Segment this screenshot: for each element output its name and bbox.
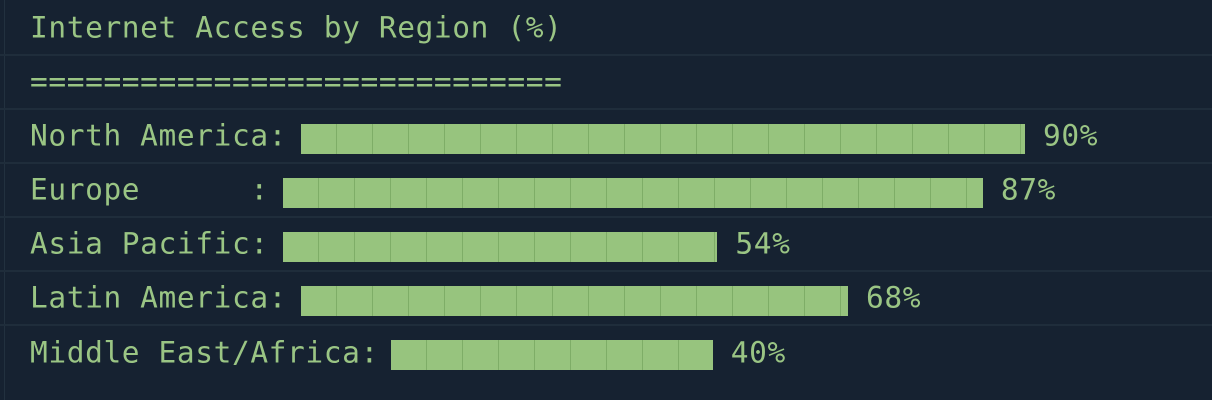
bar <box>301 286 849 316</box>
chart-title: Internet Access by Region (%) <box>30 10 563 45</box>
row-label: Asia Pacific: <box>30 226 269 261</box>
bar <box>391 340 713 370</box>
value-label: 40% <box>730 335 786 370</box>
bar <box>301 124 1025 154</box>
separator: ============================= <box>30 64 563 99</box>
row-label: North America: <box>30 118 288 153</box>
bar-row: Asia Pacific: 54% <box>0 218 1212 272</box>
title-line: Internet Access by Region (%) <box>0 2 1212 56</box>
row-label: Middle East/Africa: <box>30 335 379 370</box>
left-border <box>4 0 5 400</box>
bar-row: North America: 90% <box>0 110 1212 164</box>
bar <box>283 178 983 208</box>
bar-row: Middle East/Africa: 40% <box>0 326 1212 380</box>
row-label: Latin America: <box>30 280 288 315</box>
separator-line: ============================= <box>0 56 1212 110</box>
value-label: 54% <box>735 226 791 261</box>
value-label: 90% <box>1043 118 1099 153</box>
value-label: 68% <box>866 280 922 315</box>
bar <box>283 232 718 262</box>
bar-row: Europe : 87% <box>0 164 1212 218</box>
row-label: Europe : <box>30 172 269 207</box>
bar-row: Latin America: 68% <box>0 272 1212 326</box>
value-label: 87% <box>1000 172 1056 207</box>
